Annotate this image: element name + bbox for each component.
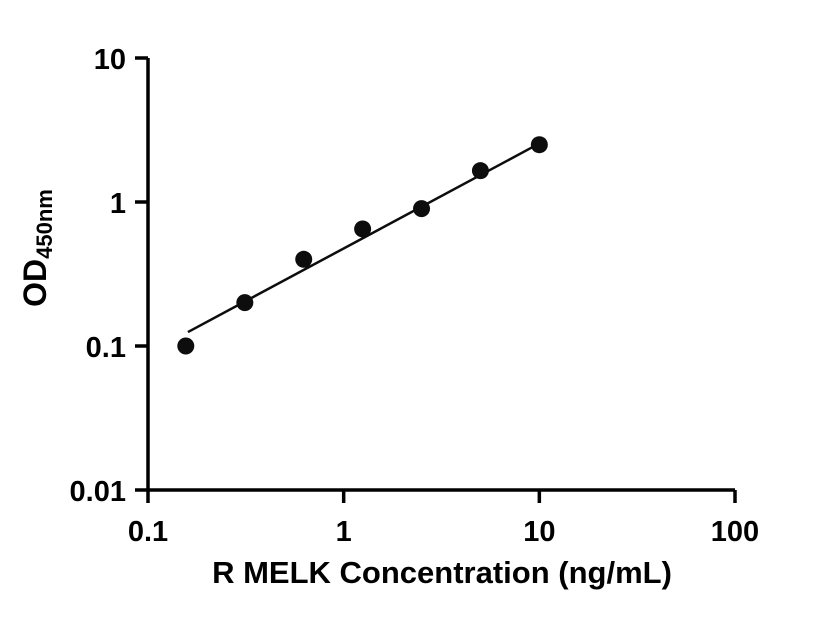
axes [146,58,735,492]
data-point [471,162,489,180]
x-tick-label: 1 [336,516,352,548]
data-point [413,200,431,218]
y-axis-title-main: OD [17,259,53,307]
y-axis-title-subscript: 450nm [32,189,57,259]
x-tick-label: 0.1 [128,516,168,548]
y-tick-label: 1 [110,188,126,220]
x-axis-ticks [146,490,737,503]
data-point [354,220,372,238]
y-axis-ticks [135,56,148,492]
data-points [177,136,548,355]
y-tick-label: 0.1 [86,332,126,364]
y-tick-label: 10 [94,44,126,76]
y-tick-label: 0.01 [70,476,126,508]
axis-spine [146,58,735,492]
y-axis-title: OD450nm [17,189,57,307]
y-axis-tick-labels: 0.01 0.1 1 10 [70,44,126,508]
data-point [236,294,254,312]
x-axis-title: R MELK Concentration (ng/mL) [212,555,672,590]
data-point [530,136,548,154]
data-point [295,250,313,268]
data-point [177,337,195,355]
x-tick-label: 10 [523,516,555,548]
x-axis-tick-labels: 0.1 1 10 100 [128,516,759,548]
x-tick-label: 100 [711,516,759,548]
